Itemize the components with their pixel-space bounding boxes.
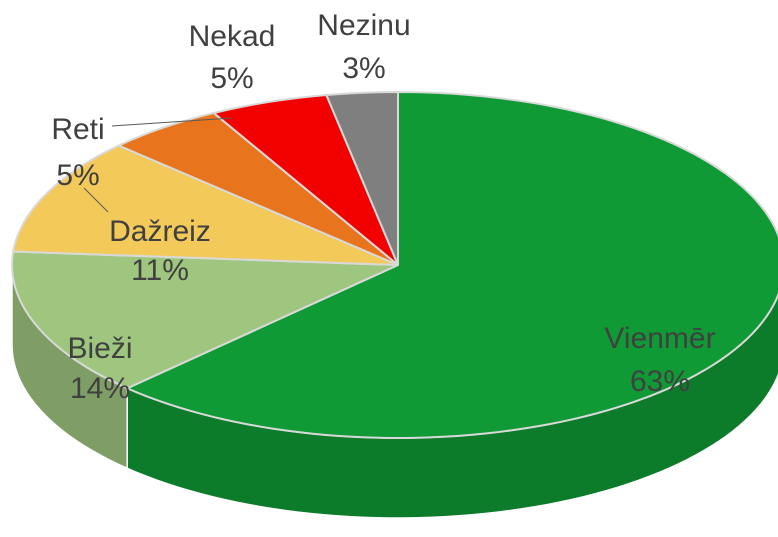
slice	[211, 93, 399, 266]
leader-line	[83, 187, 109, 213]
slice-label: Bieži	[67, 332, 132, 365]
slice	[324, 90, 399, 266]
slice	[11, 144, 399, 266]
slice-value-label: 63%	[630, 365, 690, 398]
slice-value-label: 3%	[342, 52, 385, 85]
slice	[116, 111, 399, 266]
slice-label: Vienmēr	[604, 322, 715, 355]
slice-label: Dažreiz	[109, 215, 211, 248]
slice-value-label: 5%	[56, 159, 99, 192]
slice-value-label: 14%	[70, 372, 130, 405]
slice	[124, 90, 778, 439]
slice-value-label: 5%	[210, 62, 253, 95]
slice	[11, 250, 399, 390]
leader-line	[111, 117, 233, 127]
slice-label: Reti	[51, 113, 104, 146]
slice-label: Nezinu	[317, 9, 410, 42]
slice-value-label: 11%	[131, 254, 189, 287]
slice-label: Nekad	[189, 20, 276, 53]
